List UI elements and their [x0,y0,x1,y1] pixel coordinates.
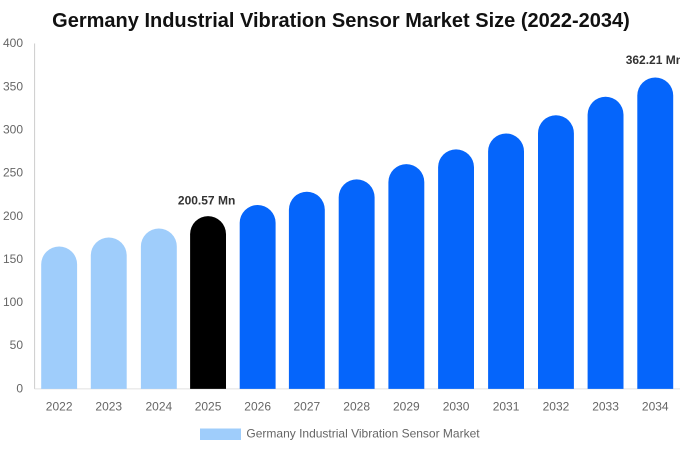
svg-text:2026: 2026 [244,400,271,414]
svg-text:400: 400 [3,36,23,50]
svg-text:2025: 2025 [195,400,222,414]
svg-text:50: 50 [10,338,24,352]
svg-text:150: 150 [3,252,23,266]
svg-text:2030: 2030 [443,400,470,414]
svg-text:250: 250 [3,166,23,180]
svg-text:2029: 2029 [393,400,420,414]
svg-text:100: 100 [3,295,23,309]
svg-text:Germany Industrial Vibration S: Germany Industrial Vibration Sensor Mark… [246,427,480,441]
svg-text:362.21 Mn: 362.21 Mn [626,53,680,67]
svg-text:2024: 2024 [145,400,172,414]
svg-text:200: 200 [3,209,23,223]
svg-text:2034: 2034 [642,400,669,414]
svg-text:300: 300 [3,123,23,137]
svg-text:0: 0 [16,381,23,395]
svg-text:2032: 2032 [543,400,570,414]
svg-text:2028: 2028 [343,400,370,414]
svg-text:2033: 2033 [592,400,619,414]
svg-text:350: 350 [3,79,23,93]
svg-text:200.57 Mn: 200.57 Mn [178,193,235,207]
svg-text:2027: 2027 [293,400,320,414]
svg-text:2023: 2023 [95,400,122,414]
svg-text:2031: 2031 [493,400,520,414]
svg-text:2022: 2022 [46,400,73,414]
svg-text:Germany Industrial Vibration S: Germany Industrial Vibration Sensor Mark… [52,10,630,32]
